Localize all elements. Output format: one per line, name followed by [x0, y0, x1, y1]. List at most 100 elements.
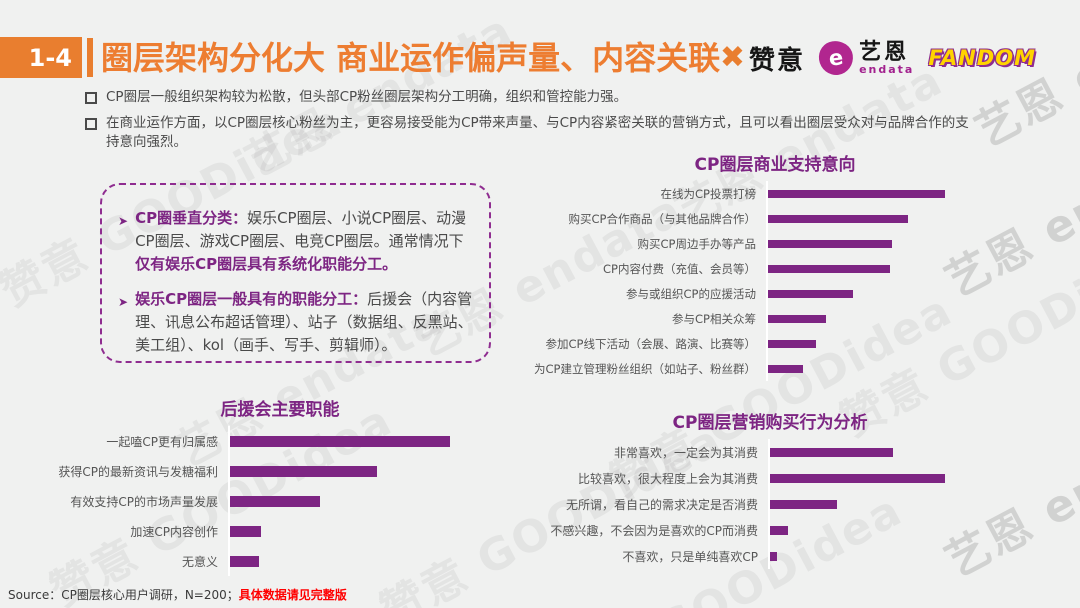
- bar-area: [766, 306, 990, 331]
- chart-row: 加速CP内容创作: [65, 516, 495, 546]
- bar-label: 参与CP相关众筹: [672, 311, 756, 326]
- bar-label: 不喜欢，只是单纯喜欢CP: [622, 549, 758, 564]
- bar-label: 有效支持CP的市场声量发展: [70, 494, 218, 509]
- bar-area: [766, 181, 990, 206]
- bar-label: 为CP建立管理粉丝组织（如站子、粉丝群）: [534, 361, 756, 376]
- bar-area: [766, 281, 990, 306]
- summary-bullets: CP圈层一般组织架构较为松散，但头部CP粉丝圈层架构分工明确，组织和管控能力强。…: [85, 88, 975, 159]
- chart-row: 非常喜欢，一定会为其消费: [545, 439, 995, 465]
- chart-row: 无意义: [65, 546, 495, 576]
- chart-row: 不喜欢，只是单纯喜欢CP: [545, 543, 995, 569]
- bar-label: 不感兴趣，不会因为是喜欢的CP而消费: [550, 523, 758, 538]
- bar-label: 一起嗑CP更有归属感: [106, 434, 218, 449]
- endata-e-icon: e: [816, 38, 856, 78]
- bar: [770, 499, 837, 509]
- square-bullet-icon: [85, 92, 97, 104]
- chart-row: 比较喜欢，很大程度上会为其消费: [545, 465, 995, 491]
- bar: [768, 364, 803, 373]
- chart-row: 购买CP周边手办等产品: [560, 231, 990, 256]
- bar-label: 无意义: [181, 554, 218, 569]
- fandom-logo: FANDOM: [928, 46, 1036, 70]
- chart-row: 在线为CP投票打榜: [560, 181, 990, 206]
- bar: [770, 525, 788, 535]
- bar-area: [766, 331, 990, 356]
- chart-row: 不感兴趣，不会因为是喜欢的CP而消费: [545, 517, 995, 543]
- bar-area: [766, 206, 990, 231]
- bar-label: 参与或组织CP的应援活动: [626, 286, 756, 301]
- chart-row: 获得CP的最新资讯与发糖福利: [58, 456, 495, 486]
- bar-area: [228, 426, 495, 456]
- info-box-text: CP圈垂直分类：娱乐CP圈层、小说CP圈层、动漫CP圈层、游戏CP圈层、电竞CP…: [135, 209, 467, 273]
- chart-rows: 非常喜欢，一定会为其消费比较喜欢，很大程度上会为其消费无所谓，看自己的需求决定是…: [545, 439, 995, 569]
- zanyi-logo: ✖ 赞意: [720, 40, 805, 77]
- bar-label: 加速CP内容创作: [130, 524, 218, 539]
- bar: [230, 465, 377, 477]
- zanyi-x-icon: ✖: [719, 40, 746, 75]
- bar-area: [228, 456, 495, 486]
- bar-area: [228, 516, 495, 546]
- bar-area: [768, 517, 995, 543]
- endata-logo: e 艺恩 endata: [816, 38, 915, 78]
- chart-fanclub-functions: 后援会主要职能 一起嗑CP更有归属感 获得CP的最新资讯与发糖福利 有效支持CP的市…: [58, 395, 495, 576]
- bar: [768, 264, 890, 273]
- bar-label: 比较喜欢，很大程度上会为其消费: [577, 471, 758, 486]
- bar: [770, 473, 945, 483]
- bar-area: [768, 491, 995, 517]
- bar: [768, 239, 892, 248]
- bar: [768, 314, 826, 323]
- bar: [770, 447, 893, 457]
- bar-label: CP内容付费（充值、会员等）: [603, 261, 756, 276]
- chart-row: 有效支持CP的市场声量发展: [65, 486, 495, 516]
- bar-area: [766, 356, 990, 381]
- bar-area: [228, 546, 495, 576]
- bar: [768, 214, 908, 223]
- chart-row: 一起嗑CP更有归属感: [65, 426, 495, 456]
- bullet-text: CP圈层一般组织架构较为松散，但头部CP粉丝圈层架构分工明确，组织和管控能力强。: [106, 89, 628, 105]
- arrow-bullet-icon: ➤: [118, 214, 129, 228]
- bar-label: 购买CP合作商品（与其他品牌合作）: [568, 211, 756, 226]
- chart-purchase-behavior: CP圈层营销购买行为分析 非常喜欢，一定会为其消费比较喜欢，很大程度上会为其消费…: [545, 408, 995, 569]
- info-box-item: ➤ 娱乐CP圈层一般具有的职能分工：后援会（内容管理、讯息公布超话管理）、站子（数…: [118, 288, 473, 357]
- yien-logo-text: 艺恩: [859, 39, 910, 65]
- bar-area: [768, 439, 995, 465]
- chart-row: 为CP建立管理粉丝组织（如站子、粉丝群）: [534, 356, 990, 381]
- endata-logo-text: endata: [859, 62, 915, 76]
- bullet-item: CP圈层一般组织架构较为松散，但头部CP粉丝圈层架构分工明确，组织和管控能力强。: [85, 88, 975, 107]
- bar: [230, 525, 261, 537]
- source-highlight: 具体数据请见完整版: [238, 588, 347, 602]
- chart-title: CP圈层商业支持意向: [694, 155, 856, 175]
- chart-row: 参与或组织CP的应援活动: [560, 281, 990, 306]
- bar: [768, 289, 853, 298]
- bar: [230, 555, 259, 567]
- bar-area: [228, 486, 495, 516]
- bar-label: 在线为CP投票打榜: [660, 186, 756, 201]
- chart-row: 参与CP相关众筹: [560, 306, 990, 331]
- bar-label: 非常喜欢，一定会为其消费: [613, 445, 758, 460]
- bar: [768, 189, 945, 198]
- source-text: Source：CP圈层核心用户调研，N=200；: [8, 588, 239, 602]
- cp-classification-info-box: ➤ CP圈垂直分类：娱乐CP圈层、小说CP圈层、动漫CP圈层、游戏CP圈层、电竞C…: [100, 183, 491, 363]
- square-bullet-icon: [85, 118, 97, 130]
- title-accent-bar: [87, 38, 93, 77]
- chart-commercial-support: CP圈层商业支持意向 在线为CP投票打榜购买CP合作商品（与其他品牌合作） 购买C…: [534, 150, 990, 381]
- bar: [770, 551, 777, 561]
- chart-row: CP内容付费（充值、会员等）: [560, 256, 990, 281]
- page-title: 圈层架构分化大 商业运作偏声量、内容关联: [101, 39, 721, 77]
- info-box-text: 娱乐CP圈层一般具有的职能分工：后援会（内容管理、讯息公布超话管理）、站子（数据…: [135, 290, 473, 354]
- bullet-text: 在商业运作方面，以CP圈层核心粉丝为主，更容易接受能为CP带来声量、与CP内容紧…: [106, 115, 969, 150]
- chart-row: 参加CP线下活动（会展、路演、比赛等）: [545, 331, 990, 356]
- bar-area: [766, 256, 990, 281]
- bar-label: 参加CP线下活动（会展、路演、比赛等）: [545, 336, 756, 351]
- chart-rows: 一起嗑CP更有归属感获得CP的最新资讯与发糖福利有效支持CP的市场声量发展加速C…: [58, 426, 495, 576]
- bar-label: 无所谓，看自己的需求决定是否消费: [565, 497, 758, 512]
- bar: [768, 339, 816, 348]
- chart-title: CP圈层营销购买行为分析: [672, 413, 868, 433]
- bar: [230, 435, 450, 447]
- bar-area: [768, 543, 995, 569]
- bar-area: [766, 231, 990, 256]
- page-number-badge: 1-4: [0, 37, 82, 78]
- bar-label: 购买CP周边手办等产品: [637, 236, 756, 251]
- bar-area: [768, 465, 995, 491]
- chart-rows: 在线为CP投票打榜购买CP合作商品（与其他品牌合作） 购买CP周边手办等产品 CP内…: [534, 181, 990, 381]
- logo-row: ✖ 赞意 e 艺恩 endata FANDOM: [720, 36, 1036, 80]
